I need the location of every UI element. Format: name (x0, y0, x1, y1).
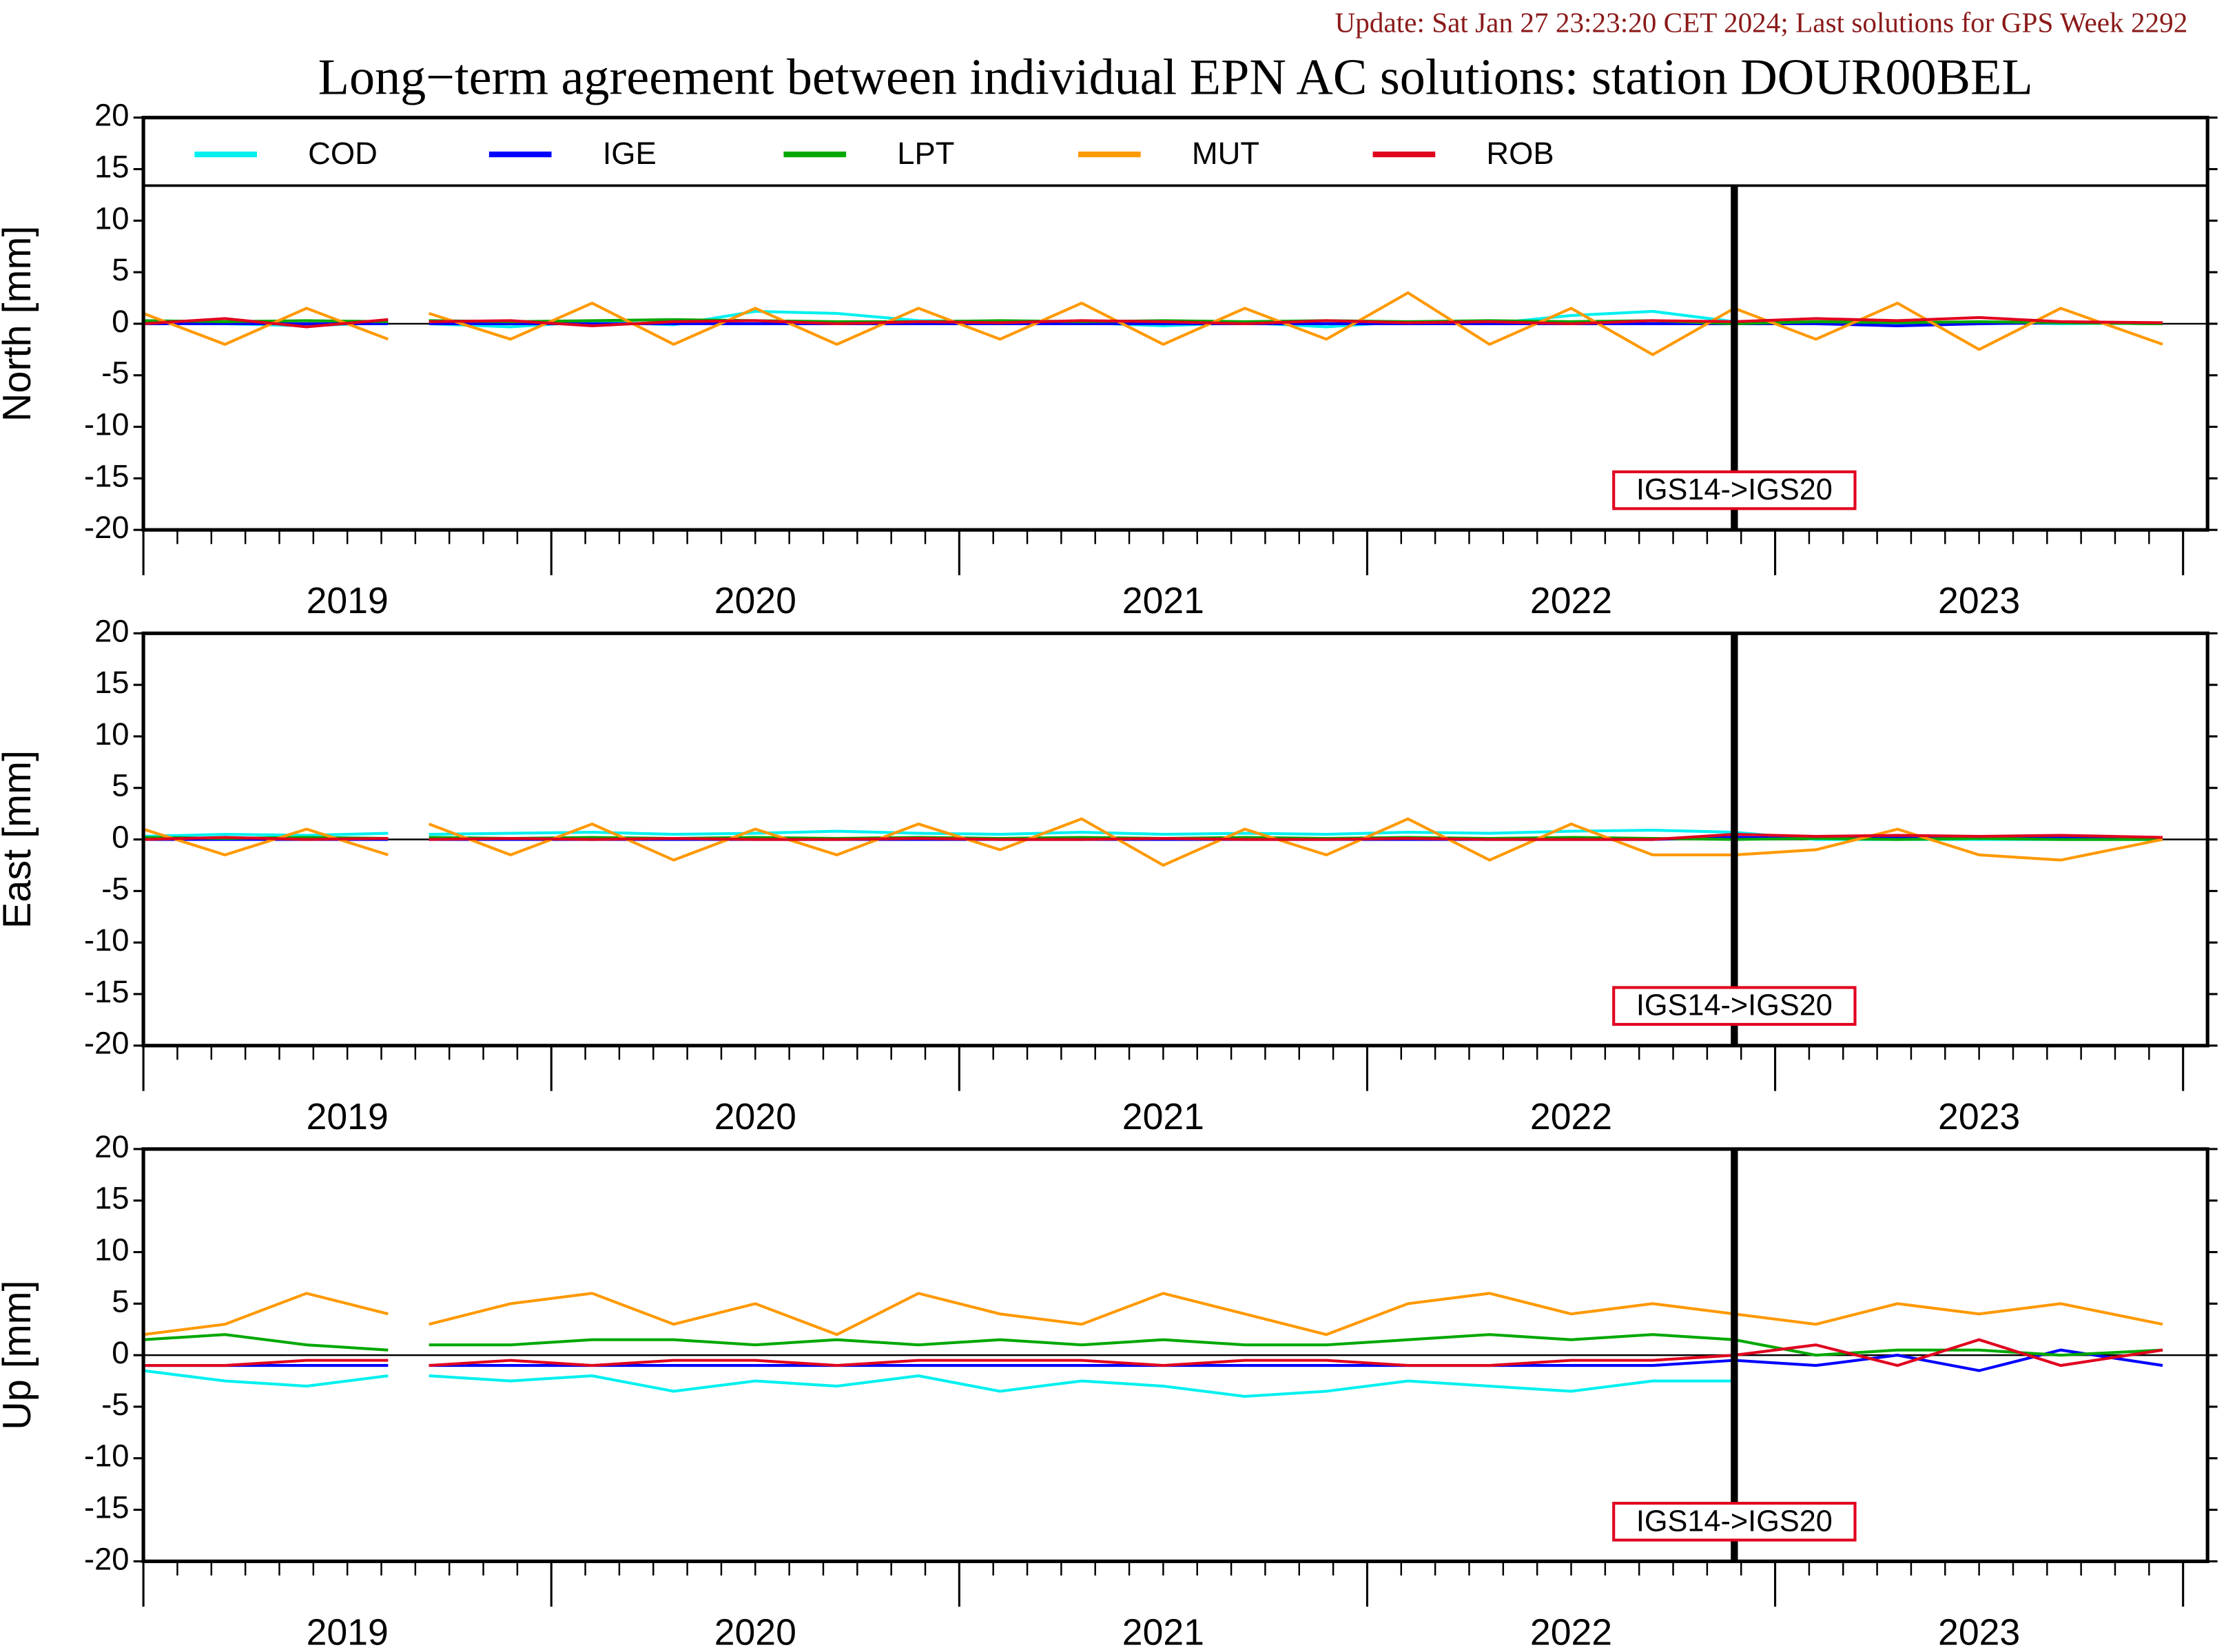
series-line (143, 1333, 2163, 1357)
series-line (143, 817, 2163, 867)
y-tick-label: 0 (112, 820, 129, 855)
series-line (143, 832, 2163, 841)
event-label-box (1612, 986, 1857, 1026)
event-label-box (1612, 1502, 1857, 1542)
y-tick-label: -10 (84, 1438, 130, 1474)
x-year-label: 2019 (307, 581, 389, 621)
x-year-label: 2023 (1938, 581, 2020, 621)
legend-box (142, 116, 2209, 187)
event-label-box (1612, 470, 1857, 510)
y-tick-label: -15 (84, 974, 130, 1009)
y-tick-label: -5 (101, 1387, 129, 1422)
x-year-label: 2020 (714, 581, 796, 621)
series-group (143, 817, 2163, 867)
y-tick-label: 10 (94, 716, 129, 752)
series-group (143, 291, 2163, 357)
x-year-label: 2023 (1938, 1097, 2020, 1137)
y-tick-label: 5 (112, 1283, 129, 1319)
x-year-label: 2021 (1122, 581, 1204, 621)
y-tick-label: 15 (94, 665, 129, 700)
y-tick-label: 5 (112, 252, 129, 287)
series-group (143, 1292, 2163, 1398)
y-tick-label: -15 (84, 1490, 130, 1525)
y-tick-label: 15 (94, 1181, 129, 1216)
event-label: IGS14->IGS20 (1636, 473, 1833, 506)
y-axis-label: North [mm] (0, 226, 39, 422)
update-note: Update: Sat Jan 27 23:23:20 CET 2024; La… (1335, 6, 2188, 38)
legend-label: IGE (603, 136, 657, 171)
y-tick-label: -15 (84, 458, 130, 493)
y-tick-label: 15 (94, 149, 129, 185)
chart-title: Long−term agreement between individual E… (318, 49, 2033, 105)
event-label: IGS14->IGS20 (1636, 989, 1833, 1022)
y-tick-label: 20 (94, 613, 129, 648)
x-year-label: 2021 (1122, 1097, 1204, 1137)
series-line (143, 316, 2163, 329)
x-year-label: 2022 (1530, 1612, 1612, 1652)
x-year-label: 2019 (307, 1097, 389, 1137)
legend-label: ROB (1486, 136, 1554, 171)
y-tick-label: 20 (94, 98, 129, 133)
y-tick-label: 10 (94, 200, 129, 236)
plot-frame (141, 1147, 2209, 1563)
y-tick-label: -5 (101, 355, 129, 391)
plot-frame (141, 631, 2209, 1048)
legend-label: MUT (1192, 136, 1259, 171)
legend-label: LPT (897, 136, 954, 171)
y-tick-label: 0 (112, 304, 129, 339)
event-label: IGS14->IGS20 (1636, 1505, 1833, 1538)
y-axis-label: Up [mm] (0, 1280, 39, 1429)
y-tick-label: 20 (94, 1129, 129, 1164)
y-tick-label: 0 (112, 1335, 129, 1370)
y-tick-label: 5 (112, 768, 129, 803)
y-tick-label: -10 (84, 407, 130, 442)
y-tick-label: 10 (94, 1232, 129, 1268)
series-line (143, 1338, 2163, 1367)
x-year-label: 2022 (1530, 1097, 1612, 1137)
x-year-label: 2020 (714, 1612, 796, 1652)
y-tick-label: -5 (101, 871, 129, 906)
x-year-label: 2020 (714, 1097, 796, 1137)
series-line (143, 1369, 1735, 1398)
y-tick-label: -20 (84, 510, 130, 545)
x-year-label: 2021 (1122, 1612, 1204, 1652)
series-line (143, 1292, 2163, 1336)
x-year-label: 2023 (1938, 1612, 2020, 1652)
y-tick-label: -20 (84, 1026, 130, 1061)
y-tick-label: -20 (84, 1541, 130, 1576)
x-year-label: 2022 (1530, 581, 1612, 621)
y-axis-label: East [mm] (0, 750, 39, 929)
x-year-label: 2019 (307, 1612, 389, 1652)
legend-label: COD (308, 136, 378, 171)
plot-frame (141, 116, 2209, 532)
y-tick-label: -10 (84, 922, 130, 958)
